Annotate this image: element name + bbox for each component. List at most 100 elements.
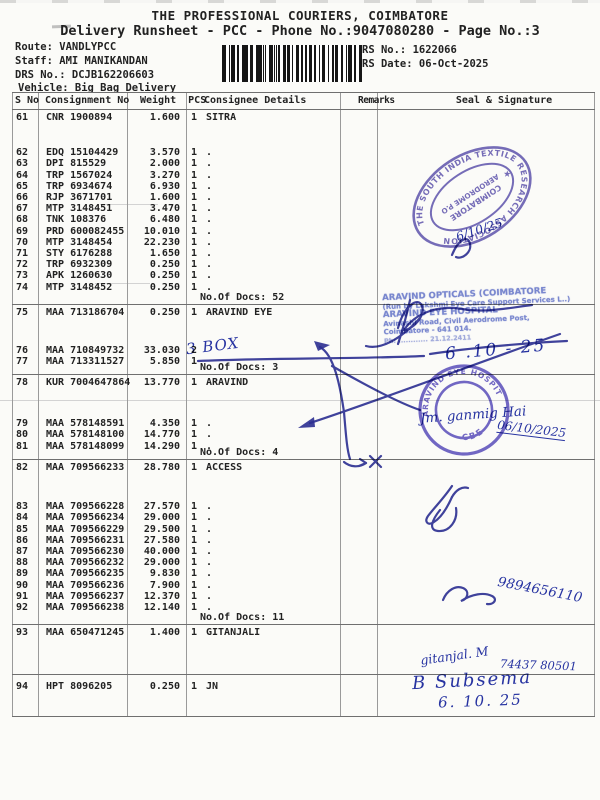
- cell-wt: 1.600: [149, 112, 180, 123]
- cell-wt: 3.470: [149, 203, 180, 215]
- cell-det: ARAVIND EYE: [206, 307, 273, 318]
- cell-cons: MAA 578148099: [46, 440, 125, 452]
- cell-sno: 71: [16, 248, 29, 260]
- cell-det: .: [206, 180, 213, 192]
- cell-det: .: [206, 147, 213, 159]
- cell-det: .: [206, 501, 213, 513]
- cell-cons: TRP 6934674: [46, 180, 113, 192]
- table-row: 74 MTP 3148452 0.250 1.: [12, 282, 595, 293]
- cell-det: .: [206, 248, 213, 260]
- drs-no-field: DRS No.: DCJB162206603: [15, 69, 155, 81]
- cell-pcs: 1: [190, 462, 197, 473]
- cell-wt: 28.780: [143, 462, 180, 473]
- cell-wt: 27.580: [143, 534, 180, 546]
- table-row: 91 MAA 709566237 12.370 1.: [12, 591, 595, 602]
- sitra-oval-stamp: THE SOUTH INDIA TEXTILE RESEARCH ASSOCIA…: [398, 130, 547, 265]
- cell-wt: 5.850: [149, 356, 180, 368]
- cell-pcs: 1: [190, 377, 197, 388]
- col-header-remarks: Remarks: [358, 95, 395, 106]
- table-row: 87 MAA 709566230 40.000 1.: [12, 546, 595, 557]
- table-header-row: S No Consignment No Weight PCS Consignee…: [12, 92, 595, 110]
- cell-sno: 91: [16, 590, 29, 602]
- cell-sno: 67: [16, 203, 29, 215]
- cell-pcs: 1: [190, 112, 197, 123]
- cell-pcs: 1: [190, 579, 197, 591]
- cell-cons: MAA 578148100: [46, 429, 125, 441]
- col-header-seal: Seal & Signature: [455, 95, 553, 106]
- cell-wt: 7.900: [149, 579, 180, 591]
- cell-cons: MAA 650471245: [46, 627, 125, 638]
- cell-pcs: 1: [190, 192, 197, 204]
- table-border: [594, 92, 595, 717]
- table-section: 93 MAA 650471245 1.400 1 GITANJALI: [12, 625, 595, 675]
- cell-wt: 33.030: [143, 345, 180, 357]
- cell-pcs: 1: [190, 236, 197, 248]
- table-row: 93 MAA 650471245 1.400 1 GITANJALI: [12, 627, 595, 638]
- signature-ct: [441, 586, 496, 606]
- cell-sno: 84: [16, 512, 29, 524]
- cell-wt: 13.770: [143, 377, 180, 388]
- cell-cons: MAA 709566233: [46, 462, 125, 473]
- table-row: 78 KUR 7004647864 13.770 1 ARAVIND: [12, 377, 595, 388]
- col-header-weight-pcs: Weight PCS: [140, 95, 207, 106]
- cell-pcs: 1: [190, 602, 197, 614]
- docs-count: No.Of Docs: 11: [200, 612, 285, 623]
- cell-wt: 6.930: [149, 180, 180, 192]
- cell-det: .: [206, 546, 213, 558]
- cell-wt: 1.600: [149, 192, 180, 204]
- cell-cons: MAA 578148591: [46, 418, 125, 430]
- pen-underline: [196, 354, 426, 363]
- col-header-sno: S No: [15, 95, 40, 106]
- cell-wt: 4.350: [149, 418, 180, 430]
- table-border: [127, 92, 128, 717]
- cell-wt: 22.230: [143, 236, 180, 248]
- cell-cons: TNK 108376: [46, 214, 107, 226]
- cell-cons: STY 6176288: [46, 248, 113, 260]
- cell-wt: 6.480: [149, 214, 180, 226]
- scan-fold-line: [0, 400, 600, 401]
- cell-det: .: [206, 602, 213, 614]
- table-row: 79 MAA 578148591 4.350 1.: [12, 418, 595, 429]
- cell-cons: MAA 709566234: [46, 512, 125, 524]
- cell-wt: 0.250: [149, 259, 180, 271]
- cell-wt: 14.770: [143, 429, 180, 441]
- cell-det: ACCESS: [206, 462, 243, 473]
- pen-stroke: [318, 345, 352, 461]
- cell-sno: 90: [16, 579, 29, 591]
- rs-date-field: RS Date: 06-Oct-2025: [362, 58, 489, 70]
- table-row: 63 DPI 815529 2.000 1.: [12, 158, 595, 169]
- table-row: 94 HPT 8096205 0.250 1 JN: [12, 681, 595, 692]
- table-section: 82 MAA 709566233 28.780 1 ACCESS 83 MAA 709566…: [12, 460, 595, 625]
- table-row: 92 MAA 709566238 12.140 1.: [12, 602, 595, 613]
- cell-det: .: [206, 259, 213, 271]
- cell-wt: 0.250: [149, 281, 180, 293]
- cell-pcs: 1: [190, 590, 197, 602]
- cell-sno: 75: [16, 307, 29, 318]
- docs-count: No.Of Docs: 3: [200, 362, 279, 373]
- cell-pcs: 1: [190, 270, 197, 282]
- scan-line-artifact: [100, 204, 158, 205]
- cell-sno: 69: [16, 225, 29, 237]
- cell-wt: 0.250: [149, 681, 180, 692]
- cell-pcs: 1: [190, 681, 197, 692]
- table-sections: 61 CNR 1900894 1.600 1 SITRA 62 EDQ 15104429 3.…: [12, 110, 595, 717]
- cell-wt: 2.000: [149, 158, 180, 170]
- table-row: 75 MAA 713186704 0.250 1 ARAVIND EYE: [12, 307, 595, 318]
- table-row: 62 EDQ 15104429 3.570 1.: [12, 147, 595, 158]
- cell-wt: 3.270: [149, 169, 180, 181]
- cell-wt: 29.000: [143, 557, 180, 569]
- cell-sno: 87: [16, 546, 29, 558]
- cell-det: .: [206, 512, 213, 524]
- cell-det: .: [206, 192, 213, 204]
- table-row: 73 APK 1260630 0.250 1.: [12, 270, 595, 281]
- table-row: 89 MAA 709566235 9.830 1.: [12, 568, 595, 579]
- cell-pcs: 1: [190, 557, 197, 569]
- col-header-consignment: Consignment No: [45, 95, 130, 106]
- cell-sno: 94: [16, 681, 29, 692]
- table-border: [377, 92, 378, 717]
- cell-sno: 61: [16, 112, 29, 123]
- cell-pcs: 1: [190, 429, 197, 441]
- table-row: 70 MTP 3148454 22.230 1.: [12, 237, 595, 248]
- cell-cons: MAA 709566229: [46, 523, 125, 535]
- cell-det: GITANJALI: [206, 627, 261, 638]
